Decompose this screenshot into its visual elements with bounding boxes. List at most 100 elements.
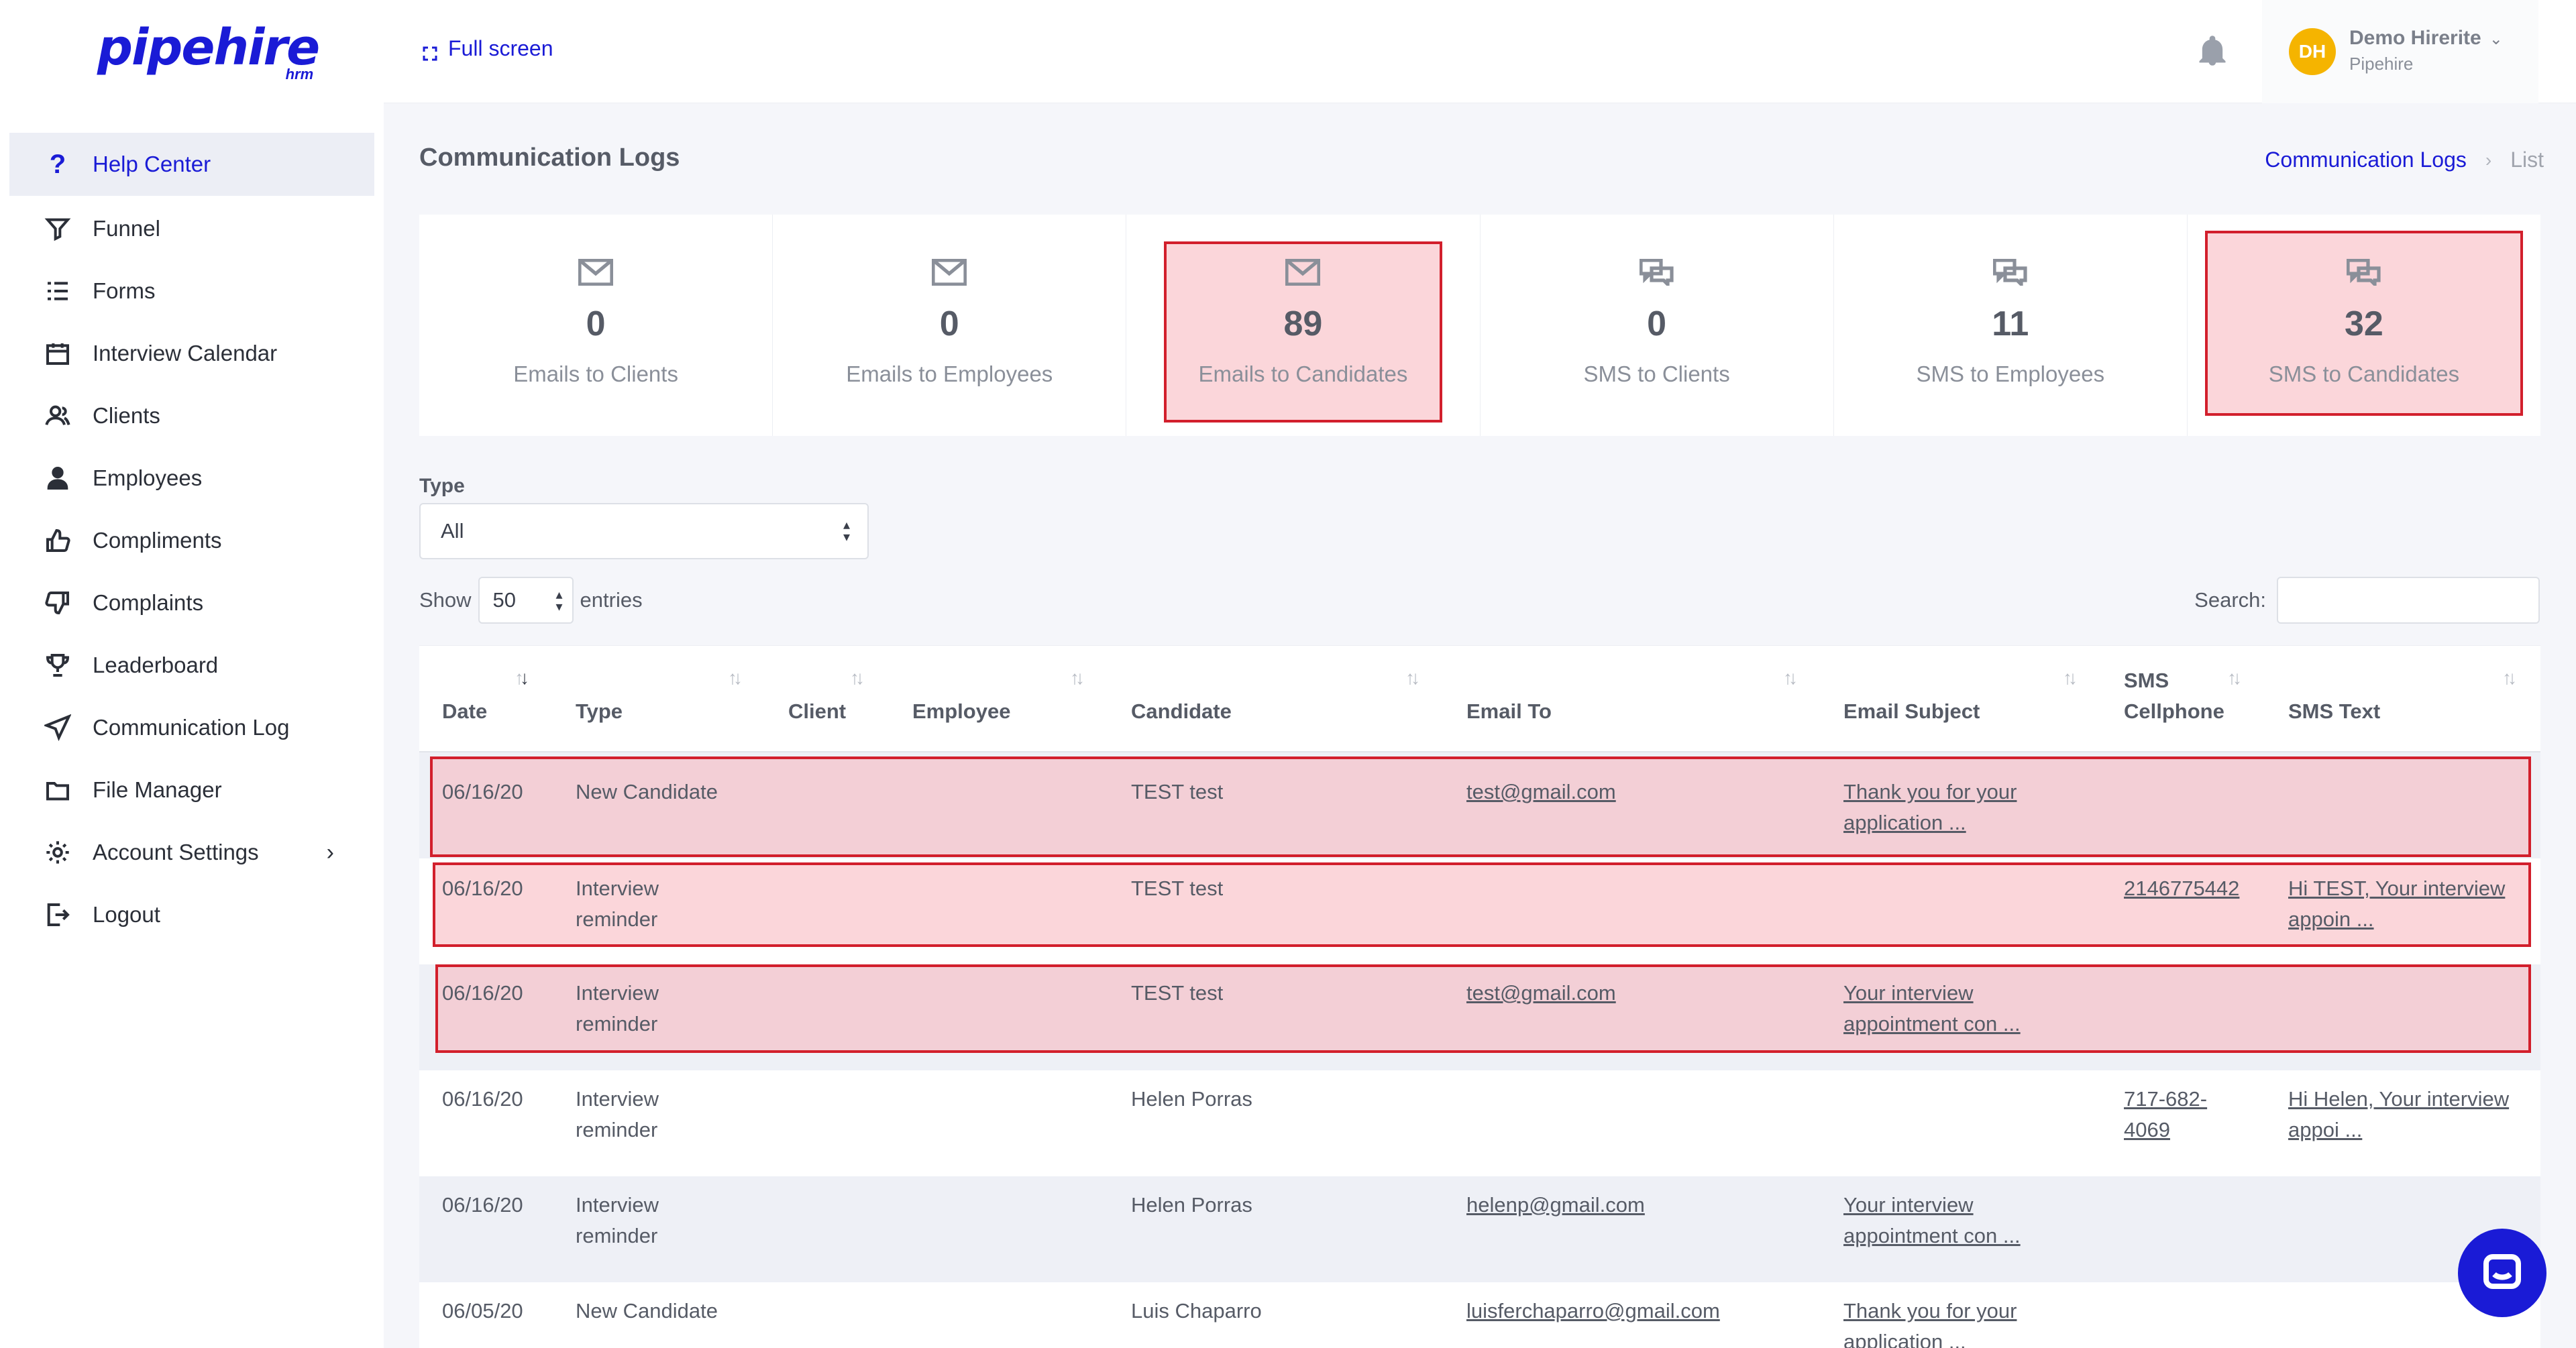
sort-icon[interactable]: ↑↓ xyxy=(515,667,529,688)
column-header-candidate[interactable]: Candidate xyxy=(1131,699,1232,723)
sidebar-item-employees[interactable]: Employees xyxy=(9,447,374,509)
stat-label: Emails to Employees xyxy=(846,361,1053,386)
column-header-type[interactable]: Type xyxy=(576,699,623,723)
funnel-icon xyxy=(43,214,72,243)
sidebar-nav: ? Help Center Funnel Forms Interview Cal… xyxy=(9,133,374,946)
sidebar-item-account-settings[interactable]: Account Settings › xyxy=(9,821,374,883)
type-filter-select[interactable]: All ▴ ▾ xyxy=(419,503,869,559)
stats-panel: 0 Emails to Clients 0 Emails to Employee… xyxy=(419,215,2540,436)
sort-icon[interactable]: ↑↓ xyxy=(2063,667,2078,688)
column-header-email-subject[interactable]: Email Subject xyxy=(1843,699,1980,723)
cell-candidate: Luis Chaparro xyxy=(1131,1299,1262,1323)
chat-launcher-button[interactable] xyxy=(2458,1229,2546,1317)
sidebar-item-label: Leaderboard xyxy=(93,652,219,677)
cell-date: 06/16/20 xyxy=(442,1193,523,1217)
stat-emails-to-candidates: 89 Emails to Candidates xyxy=(1126,215,1481,436)
sidebar-item-forms[interactable]: Forms xyxy=(9,260,374,322)
column-header-date[interactable]: Date xyxy=(442,699,488,723)
folder-icon xyxy=(43,775,72,805)
page-title: Communication Logs xyxy=(419,144,680,172)
sidebar-item-label: Compliments xyxy=(93,527,222,553)
sidebar-item-clients[interactable]: Clients xyxy=(9,384,374,447)
cell-type: Interview reminder xyxy=(576,1087,659,1141)
logo[interactable]: pipehire hrm xyxy=(97,19,320,83)
row-highlight xyxy=(430,756,2531,857)
sidebar-item-label: Interview Calendar xyxy=(93,340,278,366)
breadcrumb-separator: › xyxy=(2485,149,2492,170)
logo-text: pipehire xyxy=(97,19,320,76)
expand-icon xyxy=(423,42,437,60)
search-input[interactable] xyxy=(2277,577,2540,624)
cell-sms-cellphone[interactable]: 2146775442 xyxy=(2124,877,2240,900)
cell-sms-text[interactable]: Hi Helen, Your interview appoi ... xyxy=(2288,1087,2510,1141)
logo-subtext: hrm xyxy=(285,66,314,82)
sidebar-item-complaints[interactable]: Complaints xyxy=(9,571,374,634)
user-menu[interactable]: DH Demo Hirerite ⌄ Pipehire xyxy=(2262,0,2538,103)
cell-type: New Candidate xyxy=(576,1299,718,1323)
breadcrumb-current: List xyxy=(2510,148,2544,172)
thumbs-up-icon xyxy=(43,526,72,555)
chevron-down-icon: ⌄ xyxy=(2489,30,2503,48)
sidebar-item-leaderboard[interactable]: Leaderboard xyxy=(9,634,374,696)
cell-sms-text[interactable]: Hi TEST, Your interview appoin ... xyxy=(2288,877,2506,931)
thumbs-down-icon xyxy=(43,588,72,618)
type-filter-value: All xyxy=(441,519,464,543)
cell-sms-cellphone[interactable]: 717-682-4069 xyxy=(2124,1087,2208,1141)
stat-value: 0 xyxy=(939,304,959,343)
sidebar-item-label: File Manager xyxy=(93,777,222,802)
table-row: 06/05/20 New Candidate Luis Chaparro lui… xyxy=(419,1282,2540,1348)
sidebar-item-compliments[interactable]: Compliments xyxy=(9,509,374,571)
cell-type: New Candidate xyxy=(576,780,718,803)
stat-label: Emails to Clients xyxy=(513,361,678,386)
chat-bubbles-icon xyxy=(2346,258,2381,289)
table-row: 06/16/20 Interview reminder Helen Porras… xyxy=(419,1176,2540,1282)
column-header-client[interactable]: Client xyxy=(788,699,847,723)
sidebar-item-funnel[interactable]: Funnel xyxy=(9,197,374,260)
stat-emails-to-employees: 0 Emails to Employees xyxy=(773,215,1127,436)
cell-email-to[interactable]: helenp@gmail.com xyxy=(1466,1193,1645,1217)
cell-candidate: TEST test xyxy=(1131,877,1224,900)
cell-type: Interview reminder xyxy=(576,877,659,931)
bell-icon[interactable] xyxy=(2195,34,2230,68)
column-header-email-to[interactable]: Email To xyxy=(1466,699,1552,723)
column-header-sms-cellphone[interactable]: SMS Cellphone xyxy=(2124,669,2224,723)
sort-icon[interactable]: ↑↓ xyxy=(1070,667,1085,688)
cell-candidate: Helen Porras xyxy=(1131,1193,1252,1217)
type-filter-label: Type xyxy=(419,475,465,497)
cell-email-to[interactable]: test@gmail.com xyxy=(1466,780,1616,803)
fullscreen-button[interactable]: Full screen xyxy=(423,36,553,61)
table-header: Date ↑↓ Type ↑↓ Client ↑↓ Employee ↑↓ Ca… xyxy=(419,645,2540,752)
cell-email-subject[interactable]: Your interview appointment con ... xyxy=(1843,1193,2021,1247)
sidebar-item-file-manager[interactable]: File Manager xyxy=(9,759,374,821)
search-control: Search: xyxy=(2194,577,2540,624)
cell-email-subject[interactable]: Your interview appointment con ... xyxy=(1843,981,2021,1035)
sort-icon[interactable]: ↑↓ xyxy=(2502,667,2517,688)
cell-type: Interview reminder xyxy=(576,981,659,1035)
clients-icon xyxy=(43,401,72,431)
sort-icon[interactable]: ↑↓ xyxy=(1783,667,1798,688)
cell-email-to[interactable]: luisferchaparro@gmail.com xyxy=(1466,1299,1720,1323)
sort-icon[interactable]: ↑↓ xyxy=(850,667,865,688)
column-header-sms-text[interactable]: SMS Text xyxy=(2288,699,2381,723)
cell-date: 06/05/20 xyxy=(442,1299,523,1323)
chat-icon xyxy=(2483,1254,2521,1289)
sidebar-item-label: Employees xyxy=(93,465,203,490)
breadcrumb-link[interactable]: Communication Logs xyxy=(2265,148,2467,172)
cell-email-subject[interactable]: Thank you for your application ... xyxy=(1843,1299,2017,1348)
sort-icon[interactable]: ↑↓ xyxy=(728,667,743,688)
cell-email-subject[interactable]: Thank you for your application ... xyxy=(1843,780,2017,834)
sort-icon[interactable]: ↑↓ xyxy=(2227,667,2242,688)
sidebar-item-label: Complaints xyxy=(93,589,204,615)
sidebar-item-help-center[interactable]: ? Help Center xyxy=(9,133,374,196)
sidebar-item-label: Communication Log xyxy=(93,714,290,740)
table-row: 06/16/20 Interview reminder Helen Porras… xyxy=(419,1070,2540,1176)
cell-date: 06/16/20 xyxy=(442,1087,523,1111)
employees-icon xyxy=(43,463,72,493)
sidebar-item-communication-log[interactable]: Communication Log xyxy=(9,696,374,759)
column-header-employee[interactable]: Employee xyxy=(912,699,1011,723)
entries-select[interactable]: 50 ▴ ▾ xyxy=(478,577,574,624)
sidebar-item-interview-calendar[interactable]: Interview Calendar xyxy=(9,322,374,384)
sort-icon[interactable]: ↑↓ xyxy=(1405,667,1420,688)
sidebar-item-logout[interactable]: Logout xyxy=(9,883,374,946)
cell-email-to[interactable]: test@gmail.com xyxy=(1466,981,1616,1005)
